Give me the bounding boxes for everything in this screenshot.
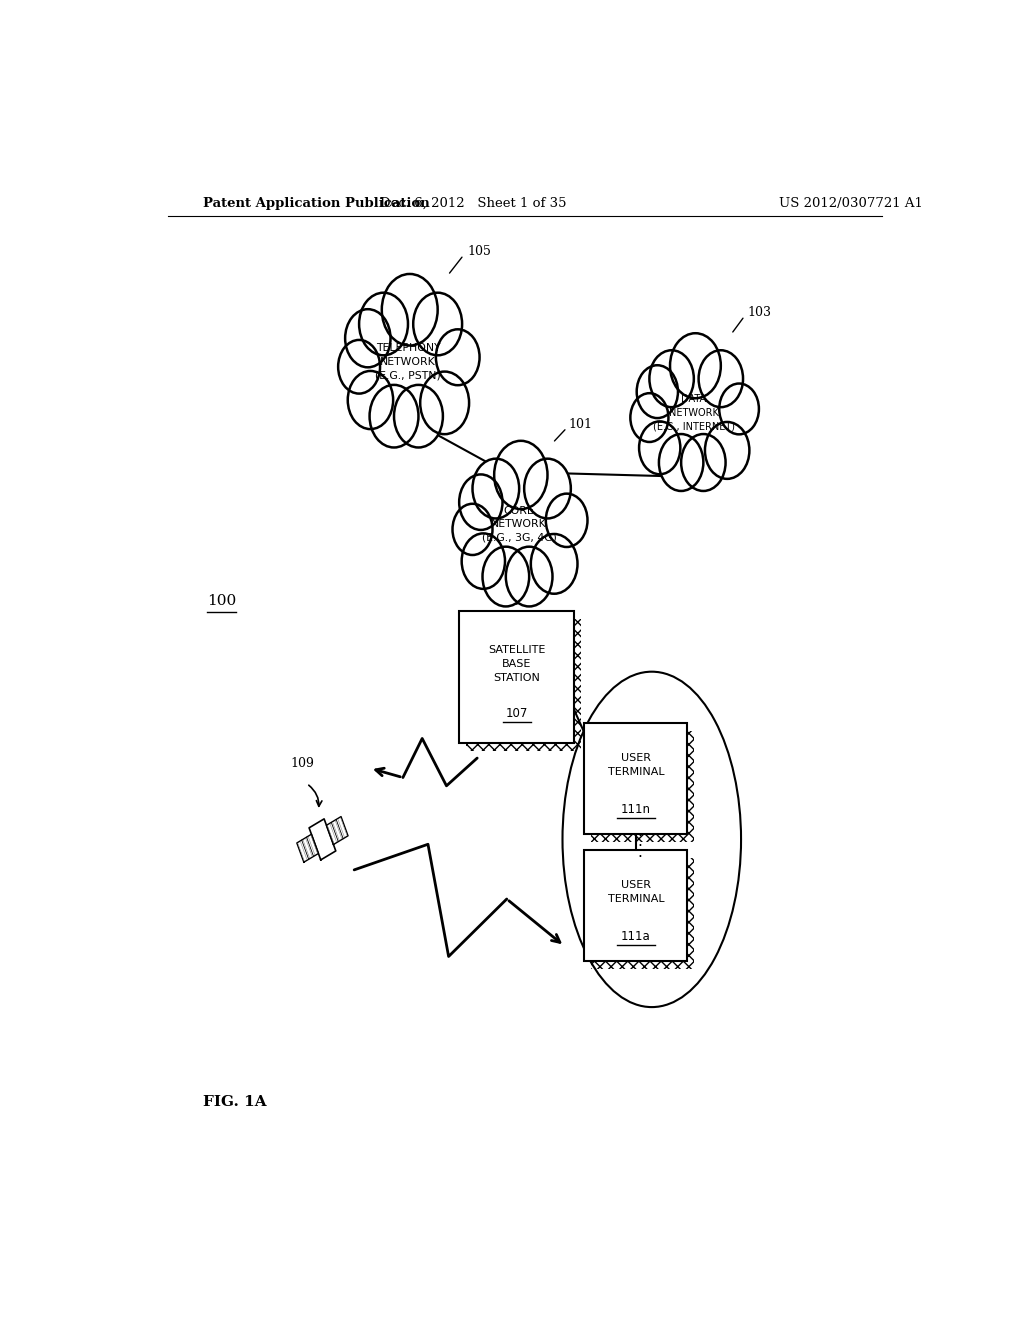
Text: US 2012/0307721 A1: US 2012/0307721 A1 — [778, 197, 923, 210]
Text: USER
TERMINAL: USER TERMINAL — [607, 752, 665, 777]
Circle shape — [394, 385, 443, 447]
Circle shape — [459, 474, 503, 529]
Text: DATA
NETWORK
(E.G., INTERNET): DATA NETWORK (E.G., INTERNET) — [653, 393, 735, 432]
Polygon shape — [327, 817, 348, 845]
Circle shape — [719, 384, 759, 434]
Text: 111a: 111a — [621, 931, 651, 944]
Text: 111n: 111n — [621, 803, 651, 816]
Text: TELEPHONY
NETWORK
(E.G., PSTN): TELEPHONY NETWORK (E.G., PSTN) — [375, 343, 441, 380]
Circle shape — [338, 341, 380, 393]
Text: USER
TERMINAL: USER TERMINAL — [607, 880, 665, 904]
Text: 109: 109 — [291, 756, 314, 770]
Text: SATELLITE
BASE
STATION: SATELLITE BASE STATION — [488, 644, 546, 682]
Circle shape — [698, 350, 743, 407]
Circle shape — [482, 546, 529, 606]
Polygon shape — [297, 834, 318, 862]
FancyBboxPatch shape — [585, 850, 687, 961]
Text: 100: 100 — [207, 594, 237, 607]
Text: 101: 101 — [568, 418, 593, 432]
Circle shape — [524, 458, 570, 519]
Text: Dec. 6, 2012   Sheet 1 of 35: Dec. 6, 2012 Sheet 1 of 35 — [380, 197, 566, 210]
Circle shape — [631, 393, 669, 442]
Text: CORE
NETWORK
(E.G., 3G, 4G): CORE NETWORK (E.G., 3G, 4G) — [482, 506, 557, 543]
Circle shape — [670, 333, 721, 399]
Text: FIG. 1A: FIG. 1A — [204, 1094, 267, 1109]
Text: .: . — [637, 845, 642, 859]
Circle shape — [506, 546, 553, 606]
Text: 103: 103 — [748, 306, 771, 319]
Text: .: . — [637, 824, 642, 840]
Circle shape — [436, 329, 479, 385]
FancyBboxPatch shape — [585, 722, 687, 834]
Text: 105: 105 — [468, 246, 492, 259]
Circle shape — [681, 434, 726, 491]
Circle shape — [382, 275, 437, 346]
Circle shape — [472, 458, 519, 519]
Circle shape — [637, 366, 678, 418]
Circle shape — [348, 371, 393, 429]
Circle shape — [370, 385, 419, 447]
FancyBboxPatch shape — [460, 611, 574, 743]
Circle shape — [414, 293, 462, 355]
Text: .: . — [637, 834, 642, 850]
Circle shape — [359, 293, 408, 355]
Circle shape — [462, 533, 505, 589]
Text: Patent Application Publication: Patent Application Publication — [204, 197, 430, 210]
Circle shape — [705, 422, 750, 479]
Circle shape — [345, 309, 390, 367]
Circle shape — [639, 421, 680, 474]
Circle shape — [649, 350, 694, 407]
Circle shape — [546, 494, 588, 546]
Polygon shape — [309, 818, 336, 859]
Circle shape — [658, 434, 703, 491]
Circle shape — [453, 504, 493, 554]
Circle shape — [530, 535, 578, 594]
Circle shape — [420, 371, 469, 434]
Text: 107: 107 — [506, 708, 528, 721]
Circle shape — [495, 441, 548, 510]
